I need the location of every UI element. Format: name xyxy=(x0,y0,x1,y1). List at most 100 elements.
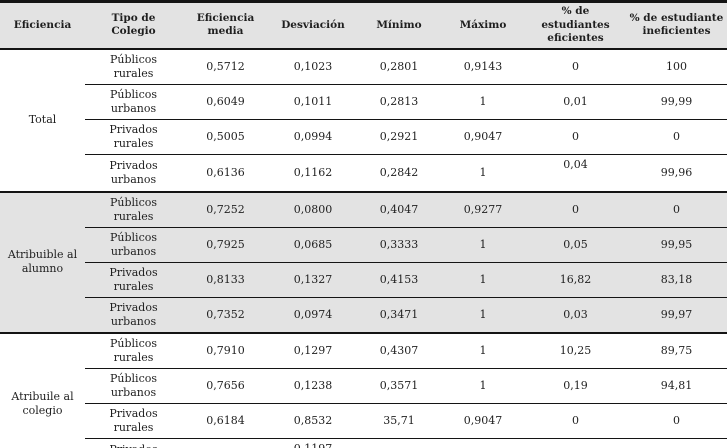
value-cell: 35,71 xyxy=(357,403,441,439)
value-cell: 0,0994 xyxy=(269,119,357,155)
column-header-pct-ineficientes: % de estudiante ineficientes xyxy=(626,1,727,50)
value-cell: 0,4037 xyxy=(357,438,441,448)
school-type-cell: Públicos rurales xyxy=(85,191,182,228)
value-cell: 0,1197 xyxy=(269,438,357,448)
table-row: Públicos urbanos 0,7656 0,1238 0,3571 1 0,19 9… xyxy=(0,368,727,404)
value-cell: 0,4047 xyxy=(357,191,441,228)
value-cell: 100 xyxy=(626,48,727,85)
value-cell: 0,3333 xyxy=(357,227,441,263)
header-row: Eficiencia Tipo de Colegio Eficiencia medi… xyxy=(0,1,727,50)
value-cell: 0,0800 xyxy=(269,191,357,228)
value-cell: 0,1162 xyxy=(269,154,357,192)
value-cell: 10,25 xyxy=(525,332,626,369)
table-row: Privados urbanos0,83460,11970,4037113,06… xyxy=(0,438,727,448)
column-header-minimo: Mínimo xyxy=(357,1,441,50)
value-cell: 0,1297 xyxy=(269,332,357,369)
value-cell: 0,2801 xyxy=(357,48,441,85)
value-cell: 0,7352 xyxy=(182,297,269,333)
value-cell: 0 xyxy=(626,119,727,155)
school-type-cell: Privados urbanos xyxy=(85,438,182,448)
school-type-cell: Públicos urbanos xyxy=(85,84,182,120)
value-cell: 0,6049 xyxy=(182,84,269,120)
value-cell: 0,2921 xyxy=(357,119,441,155)
value-cell: 0 xyxy=(626,191,727,228)
school-type-cell: Privados rurales xyxy=(85,403,182,439)
table-row: Privados rurales 0,8133 0,1327 0,4153 1 16,82… xyxy=(0,262,727,298)
value-cell: 0,1327 xyxy=(269,262,357,298)
school-type-cell: Privados urbanos xyxy=(85,297,182,333)
value-cell: 0,2842 xyxy=(357,154,441,192)
value-cell: 0,4153 xyxy=(357,262,441,298)
group-1: Total Públicos rurales 0,5712 0,1023 0,2801 0… xyxy=(0,48,727,192)
school-type-cell: Públicos rurales xyxy=(85,48,182,85)
value-cell: 0,04 xyxy=(525,154,626,192)
value-cell: 0,5712 xyxy=(182,48,269,85)
group-3: Atribuile al colegio Públicos rurales 0,79… xyxy=(0,332,727,448)
value-cell: 1 xyxy=(441,438,525,448)
value-cell: 0 xyxy=(525,191,626,228)
value-cell: 1 xyxy=(441,154,525,192)
group-label: Atribuible al alumno xyxy=(0,191,85,333)
value-cell: 0,4307 xyxy=(357,332,441,369)
value-cell: 1 xyxy=(441,368,525,404)
table-row: Públicos urbanos 0,6049 0,1011 0,2813 1 0,01 9… xyxy=(0,84,727,120)
table-row: Privados rurales 0,5005 0,0994 0,2921 0,9047… xyxy=(0,119,727,155)
value-cell: 0 xyxy=(525,119,626,155)
value-cell: 0,0685 xyxy=(269,227,357,263)
value-cell: 1 xyxy=(441,84,525,120)
value-cell: 0,9277 xyxy=(441,191,525,228)
value-cell: 0,01 xyxy=(525,84,626,120)
value-cell: 0,5005 xyxy=(182,119,269,155)
value-cell: 0,03 xyxy=(525,297,626,333)
value-cell: 0,7252 xyxy=(182,191,269,228)
value-cell: 0,1023 xyxy=(269,48,357,85)
column-header-maximo: Máximo xyxy=(441,1,525,50)
value-cell: 99,97 xyxy=(626,297,727,333)
value-cell: 86,94 xyxy=(626,438,727,448)
value-cell: 0 xyxy=(525,403,626,439)
school-type-cell: Privados rurales xyxy=(85,262,182,298)
value-cell: 89,75 xyxy=(626,332,727,369)
table-row: Privados urbanos 0,6136 0,1162 0,2842 1 0,04 9… xyxy=(0,154,727,192)
value-cell: 83,18 xyxy=(626,262,727,298)
value-cell: 0,3571 xyxy=(357,368,441,404)
value-cell: 1 xyxy=(441,227,525,263)
group-2: Atribuible al alumno Públicos rurales 0,72… xyxy=(0,191,727,333)
school-type-cell: Públicos rurales xyxy=(85,332,182,369)
value-cell: 0 xyxy=(626,403,727,439)
value-cell: 0,19 xyxy=(525,368,626,404)
column-header-tipo: Tipo de Colegio xyxy=(85,1,182,50)
table-row: Privados urbanos 0,7352 0,0974 0,3471 1 0,03 9… xyxy=(0,297,727,333)
table-row: Privados rurales 0,6184 0,8532 35,71 0,9047 0… xyxy=(0,403,727,439)
column-header-media: Eficiencia media xyxy=(182,1,269,50)
column-header-eficiencia: Eficiencia xyxy=(0,1,85,50)
value-cell: 0,6184 xyxy=(182,403,269,439)
school-type-cell: Privados rurales xyxy=(85,119,182,155)
value-cell: 16,82 xyxy=(525,262,626,298)
value-cell: 0,1238 xyxy=(269,368,357,404)
value-cell: 0,9047 xyxy=(441,119,525,155)
value-cell: 0,6136 xyxy=(182,154,269,192)
table-row: Atribuible al alumno Públicos rurales 0,72… xyxy=(0,191,727,333)
table-row: Atribuile al colegio Públicos rurales 0,79… xyxy=(0,332,727,448)
school-type-cell: Públicos urbanos xyxy=(85,368,182,404)
table-header: Eficiencia Tipo de Colegio Eficiencia medi… xyxy=(0,1,727,50)
value-cell: 0,05 xyxy=(525,227,626,263)
value-cell: 0,8532 xyxy=(269,403,357,439)
value-cell: 0,9047 xyxy=(441,403,525,439)
value-cell: 99,96 xyxy=(626,154,727,192)
group-label: Total xyxy=(0,48,85,192)
value-cell: 0,7925 xyxy=(182,227,269,263)
value-cell: 94,81 xyxy=(626,368,727,404)
value-cell: 0,8346 xyxy=(182,438,269,448)
value-cell: 0,8133 xyxy=(182,262,269,298)
value-cell: 13,06 xyxy=(525,438,626,448)
value-cell: 0,2813 xyxy=(357,84,441,120)
column-header-pct-eficientes: % de estudiantes eficientes xyxy=(525,1,626,50)
value-cell: 1 xyxy=(441,297,525,333)
column-header-desviacion: Desviación xyxy=(269,1,357,50)
value-cell: 0 xyxy=(525,48,626,85)
table-row: Públicos urbanos 0,7925 0,0685 0,3333 1 0,05 9… xyxy=(0,227,727,263)
